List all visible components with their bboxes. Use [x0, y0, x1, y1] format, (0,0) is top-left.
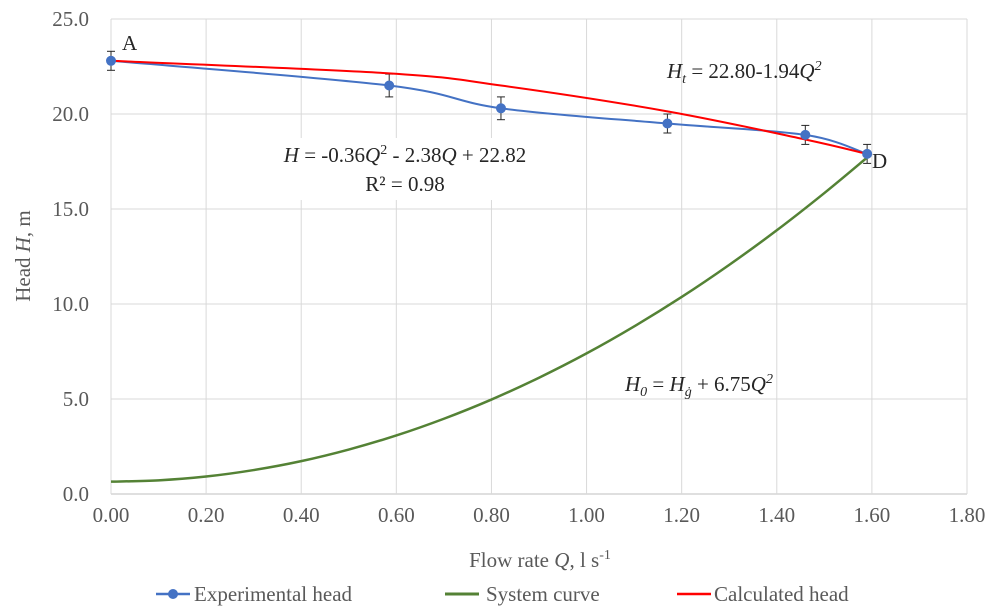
eq-experimental-Q2: Q — [441, 143, 456, 167]
x-tick-label: 0.20 — [188, 503, 225, 527]
experimental-point — [106, 55, 116, 66]
legend-label-experimental: Experimental head — [194, 582, 353, 606]
eq-experimental-Q1: Q — [365, 143, 380, 167]
eq-system-var2: H — [669, 372, 687, 396]
y-axis-ticks: 0.0 5.0 10.0 15.0 20.0 25.0 — [52, 7, 89, 506]
y-tick-label: 5.0 — [63, 387, 89, 411]
eq-calculated-sup: 2 — [815, 59, 822, 74]
x-tick-label: 1.80 — [949, 503, 986, 527]
experimental-point — [662, 118, 673, 129]
eq-system-var: Q — [751, 372, 766, 396]
eq-system-lead: H — [624, 372, 642, 396]
eq-experimental-H: H — [283, 143, 301, 167]
eq-calculated-var: Q — [799, 59, 814, 83]
experimental-point — [495, 103, 506, 114]
eq-calculated-mid: = 22.80-1.94 — [686, 59, 800, 83]
x-tick-label: 1.00 — [568, 503, 605, 527]
legend-item-experimental: Experimental head — [156, 582, 353, 606]
legend-item-system: System curve — [445, 582, 600, 606]
eq-experimental-end: + 22.82 — [457, 143, 527, 167]
legend-item-calculated: Calculated head — [677, 582, 849, 606]
y-axis-title-var: H — [11, 235, 35, 253]
y-axis-title: Head H, m — [11, 210, 35, 302]
x-tick-label: 1.60 — [854, 503, 891, 527]
x-axis-title-prefix: Flow rate — [469, 548, 554, 572]
experimental-point — [384, 80, 395, 91]
y-tick-label: 20.0 — [52, 102, 89, 126]
y-tick-label: 10.0 — [52, 292, 89, 316]
eq-system-mid: = — [647, 372, 669, 396]
system-curve-line — [110, 156, 868, 483]
eq-experimental-background — [250, 138, 560, 200]
data-points — [106, 55, 873, 159]
y-tick-label: 25.0 — [52, 7, 89, 31]
eq-experimental-r2: R² = 0.98 — [365, 172, 444, 196]
y-tick-label: 15.0 — [52, 197, 89, 221]
point-label-a: A — [122, 31, 138, 55]
series-lines — [110, 59, 868, 483]
eq-calculated-sub: t — [682, 72, 687, 87]
y-tick-label: 0.0 — [63, 482, 89, 506]
calculated-head-line — [110, 59, 868, 155]
x-tick-label: 1.40 — [758, 503, 795, 527]
eq-system-rest: + 6.75 — [692, 372, 751, 396]
x-tick-label: 0.80 — [473, 503, 510, 527]
eq-system: H0 = Hġ + 6.75Q2 — [624, 372, 773, 400]
x-tick-label: 0.40 — [283, 503, 320, 527]
eq-system-sub: 0 — [640, 385, 647, 400]
eq-experimental-mid2: - 2.38 — [387, 143, 441, 167]
legend: Experimental head System curve Calculate… — [156, 582, 849, 606]
x-tick-label: 0.00 — [93, 503, 130, 527]
eq-experimental-sup1: 2 — [380, 143, 387, 158]
y-axis-title-unit: , m — [11, 210, 35, 237]
eq-experimental-mid1: = -0.36 — [299, 143, 365, 167]
point-label-d: D — [872, 149, 887, 173]
x-axis-title-var: Q — [554, 548, 569, 572]
y-axis-title-prefix: Head — [11, 252, 35, 302]
x-axis-title-unit: , l s — [569, 548, 599, 572]
eq-experimental-line1: H = -0.36Q2 - 2.38Q + 22.82 — [283, 143, 526, 167]
eq-system-sub2: ġ — [685, 385, 692, 400]
legend-marker-experimental — [168, 589, 178, 599]
x-axis-title-unit-sup: -1 — [599, 548, 611, 563]
x-tick-label: 1.20 — [663, 503, 700, 527]
x-axis-title: Flow rate Q, l s-1 — [469, 548, 611, 572]
experimental-point — [862, 148, 873, 159]
legend-label-calculated: Calculated head — [714, 582, 849, 606]
legend-label-system: System curve — [486, 582, 600, 606]
eq-system-sup: 2 — [766, 372, 773, 387]
eq-calculated: Ht = 22.80-1.94Q2 — [666, 59, 822, 87]
x-tick-label: 0.60 — [378, 503, 415, 527]
experimental-point — [800, 129, 811, 140]
eq-calculated-lead: H — [666, 59, 684, 83]
x-axis-ticks: 0.00 0.20 0.40 0.60 0.80 1.00 1.20 1.40 1.60 1.80 — [93, 503, 986, 527]
